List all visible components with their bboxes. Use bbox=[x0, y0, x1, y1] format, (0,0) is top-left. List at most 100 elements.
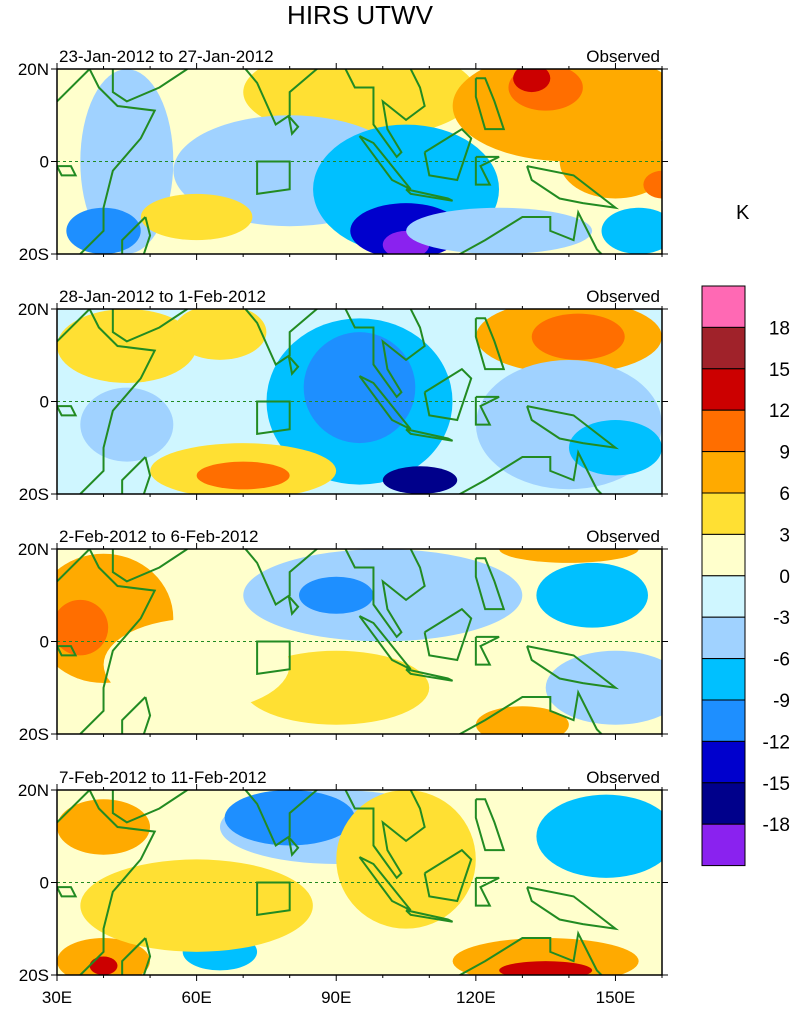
coastline bbox=[224, 309, 426, 399]
coastline bbox=[474, 317, 506, 371]
map-panel-1: 20N 0 20S 23-Jan-2012 to 27-Jan-2012 Observe… bbox=[18, 47, 668, 264]
coastline bbox=[423, 848, 473, 903]
coastline bbox=[121, 696, 152, 734]
panel-date-range: 2-Feb-2012 to 6-Feb-2012 bbox=[59, 527, 258, 546]
figure-title: HIRS UTWV bbox=[287, 0, 433, 30]
coastline bbox=[57, 645, 78, 657]
colorbar-swatch bbox=[701, 533, 746, 577]
lat-tick-label: 20N bbox=[18, 781, 49, 800]
coastline bbox=[358, 375, 412, 431]
colorbar-swatch bbox=[701, 699, 746, 742]
panel-date-range: 28-Jan-2012 to 1-Feb-2012 bbox=[59, 287, 266, 306]
contour-region bbox=[103, 618, 290, 711]
lat-tick-label: 0 bbox=[40, 874, 49, 893]
panel-kind-label: Observed bbox=[586, 527, 660, 546]
coastline bbox=[121, 216, 152, 254]
coastline bbox=[474, 876, 500, 907]
map-panel-4: 20N 0 20S 7-Feb-2012 to 11-Feb-2012 Observed bbox=[18, 768, 668, 985]
contour-region bbox=[643, 170, 662, 199]
coastline bbox=[57, 69, 157, 254]
region-box bbox=[256, 640, 291, 676]
colorbar-label: -15 bbox=[763, 774, 790, 795]
contour-region bbox=[299, 576, 374, 614]
colorbar-swatch bbox=[701, 658, 746, 701]
lat-tick-label: 20S bbox=[19, 245, 49, 264]
colorbar-label: -9 bbox=[773, 691, 790, 712]
colorbar-label: -6 bbox=[773, 650, 790, 671]
colorbar-label: -18 bbox=[763, 815, 790, 836]
coastline bbox=[526, 886, 620, 931]
coastline bbox=[57, 790, 157, 975]
region-box bbox=[256, 160, 291, 196]
lon-tick-label: 150E bbox=[596, 988, 636, 1007]
coastline bbox=[474, 395, 500, 426]
contour-region bbox=[243, 549, 523, 642]
coastline bbox=[358, 856, 412, 912]
coastline bbox=[57, 886, 78, 898]
coastline bbox=[405, 668, 454, 682]
coastline bbox=[474, 798, 506, 852]
lat-tick-label: 20N bbox=[18, 60, 49, 79]
contour-region bbox=[536, 794, 662, 878]
contour-region bbox=[499, 549, 639, 563]
coastline bbox=[423, 367, 473, 422]
colorbar-label: 15 bbox=[769, 360, 790, 381]
colorbar-swatch bbox=[701, 326, 746, 370]
contour-region bbox=[80, 387, 174, 462]
coastline bbox=[457, 209, 603, 254]
contour-region bbox=[140, 193, 253, 241]
lon-tick-label: 120E bbox=[456, 988, 496, 1007]
colorbar-label: 18 bbox=[769, 318, 790, 339]
coastline bbox=[121, 456, 152, 494]
colorbar-label: 3 bbox=[779, 525, 790, 546]
colorbar-swatch bbox=[701, 368, 746, 411]
coastline bbox=[287, 836, 300, 857]
contour-region bbox=[545, 650, 662, 725]
colorbar-swatch bbox=[701, 740, 746, 784]
colorbar-swatch bbox=[701, 285, 746, 328]
map-panel-3: 20N 0 20S 2-Feb-2012 to 6-Feb-2012 Observed bbox=[18, 527, 668, 744]
colorbar-label: 12 bbox=[769, 401, 790, 422]
coastline bbox=[457, 930, 603, 975]
region-box bbox=[256, 400, 291, 436]
coastline bbox=[287, 595, 300, 616]
colorbar-swatch bbox=[701, 823, 746, 867]
colorbar-swatch bbox=[701, 782, 746, 825]
lon-tick-label: 90E bbox=[321, 988, 351, 1007]
contour-region bbox=[382, 466, 458, 494]
lat-tick-label: 20N bbox=[18, 300, 49, 319]
contour-region bbox=[57, 799, 151, 855]
lat-tick-label: 20N bbox=[18, 540, 49, 559]
contour-region bbox=[531, 313, 625, 360]
colorbar-label: -3 bbox=[773, 608, 790, 629]
lat-tick-label: 0 bbox=[40, 153, 49, 172]
coastline bbox=[526, 645, 620, 690]
coastline bbox=[405, 909, 454, 923]
coastline bbox=[405, 188, 454, 202]
coastline bbox=[111, 549, 188, 583]
coastline bbox=[111, 790, 188, 824]
colorbar-swatch bbox=[701, 451, 746, 494]
lat-tick-label: 20S bbox=[19, 485, 49, 504]
panel-date-range: 7-Feb-2012 to 11-Feb-2012 bbox=[59, 768, 267, 787]
lat-tick-label: 20S bbox=[19, 725, 49, 744]
contour-region bbox=[513, 69, 551, 93]
coastline bbox=[111, 309, 188, 343]
coastline bbox=[121, 937, 152, 975]
coastline bbox=[423, 127, 473, 182]
lon-tick-label: 60E bbox=[181, 988, 211, 1007]
coastline bbox=[287, 355, 300, 376]
panel-kind-label: Observed bbox=[586, 287, 660, 306]
coastline bbox=[287, 115, 300, 136]
coastline bbox=[474, 155, 500, 186]
contour-region bbox=[452, 938, 639, 975]
contour-region bbox=[601, 207, 662, 254]
coastline bbox=[474, 635, 500, 666]
contour-region bbox=[536, 562, 648, 628]
contour-region bbox=[57, 309, 197, 383]
coastline bbox=[358, 135, 412, 191]
colorbar-label: 6 bbox=[779, 484, 790, 505]
contour-region bbox=[173, 309, 267, 360]
lon-tick-label: 30E bbox=[42, 988, 72, 1007]
colorbar-label: 9 bbox=[779, 443, 790, 464]
